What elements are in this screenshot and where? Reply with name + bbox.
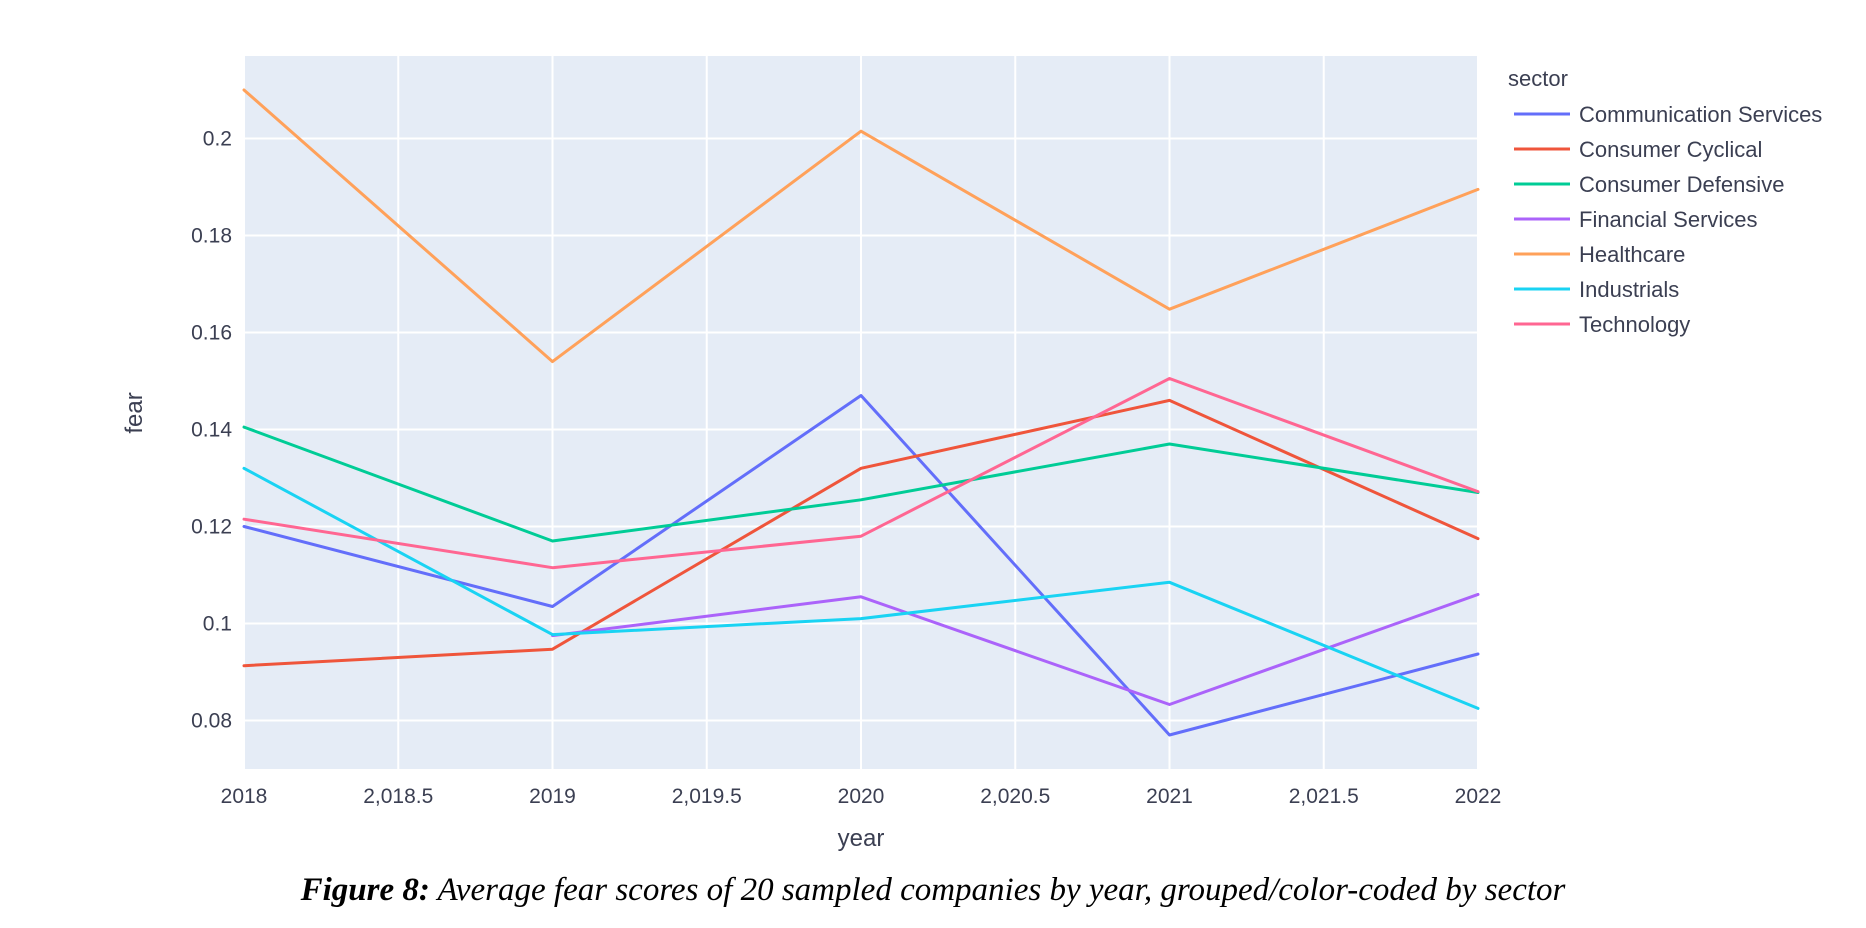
legend-label: Consumer Defensive	[1579, 172, 1784, 197]
y-tick-label: 0.08	[191, 709, 232, 732]
series-line-consumer-defensive	[242, 425, 1480, 543]
series-line-consumer-cyclical	[242, 398, 1480, 668]
legend-item[interactable]: Financial Services	[1514, 207, 1758, 232]
x-tick-label: 2,018.5	[363, 785, 433, 808]
x-gridlines	[243, 56, 1479, 769]
x-tick-label: 2022	[1455, 785, 1502, 808]
x-axis-ticks: 2018 2,018.5 2019 2,019.5 2020 2,020.5 2021 2,0…	[221, 785, 1502, 808]
y-tick-label: 0.2	[203, 127, 232, 150]
caption-label: Figure 8:	[300, 872, 430, 908]
legend-item[interactable]: Consumer Defensive	[1514, 172, 1784, 197]
legend-item[interactable]: Healthcare	[1514, 242, 1685, 267]
series-line-industrials	[242, 466, 1480, 710]
legend-label: Healthcare	[1579, 242, 1685, 267]
x-tick-label: 2,019.5	[672, 785, 742, 808]
y-tick-label: 0.12	[191, 515, 232, 538]
y-axis-title: fear	[121, 392, 148, 433]
y-axis-ticks: 0.08 0.1 0.12 0.14 0.16 0.18 0.2	[191, 127, 232, 732]
legend-label: Consumer Cyclical	[1579, 137, 1762, 162]
y-tick-label: 0.16	[191, 321, 232, 344]
y-tick-label: 0.18	[191, 224, 232, 247]
x-tick-label: 2018	[221, 785, 268, 808]
legend-item[interactable]: Industrials	[1514, 277, 1679, 302]
series-line-financial-services	[551, 592, 1480, 706]
series-line-healthcare	[242, 88, 1480, 364]
x-tick-label: 2,021.5	[1289, 785, 1359, 808]
y-tick-label: 0.14	[191, 418, 232, 441]
legend-item[interactable]: Consumer Cyclical	[1514, 137, 1762, 162]
line-chart: 2018 2,018.5 2019 2,019.5 2020 2,020.5 2021 2,0…	[121, 56, 1822, 852]
legend-label: Communication Services	[1579, 102, 1822, 127]
x-tick-label: 2021	[1146, 785, 1193, 808]
y-tick-label: 0.1	[203, 612, 232, 635]
legend-label: Financial Services	[1579, 207, 1758, 232]
legend: sector Communication Services Consumer Cy…	[1508, 66, 1822, 337]
caption-text: Average fear scores of 20 sampled compan…	[437, 872, 1566, 908]
x-tick-label: 2,020.5	[980, 785, 1050, 808]
x-tick-label: 2019	[529, 785, 576, 808]
legend-label: Technology	[1579, 312, 1690, 337]
figure-caption: Figure 8: Average fear scores of 20 samp…	[0, 872, 1866, 909]
legend-title: sector	[1508, 66, 1568, 91]
legend-item[interactable]: Communication Services	[1514, 102, 1822, 127]
x-tick-label: 2020	[838, 785, 885, 808]
legend-item[interactable]: Technology	[1514, 312, 1690, 337]
legend-label: Industrials	[1579, 277, 1679, 302]
series-line-technology	[242, 377, 1480, 570]
x-axis-title: year	[838, 825, 885, 852]
series-lines	[242, 88, 1480, 737]
